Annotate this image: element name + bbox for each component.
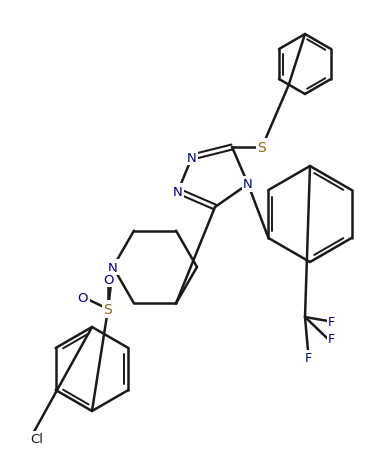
Text: O: O (103, 273, 113, 286)
Text: N: N (108, 261, 118, 274)
Text: F: F (304, 351, 312, 364)
Text: N: N (173, 185, 183, 198)
Text: Cl: Cl (30, 432, 43, 446)
Text: N: N (243, 178, 253, 191)
Text: S: S (104, 302, 112, 316)
Text: O: O (78, 291, 88, 304)
Text: N: N (187, 151, 197, 164)
Text: S: S (258, 141, 266, 155)
Text: F: F (328, 333, 335, 346)
Text: F: F (328, 315, 335, 328)
